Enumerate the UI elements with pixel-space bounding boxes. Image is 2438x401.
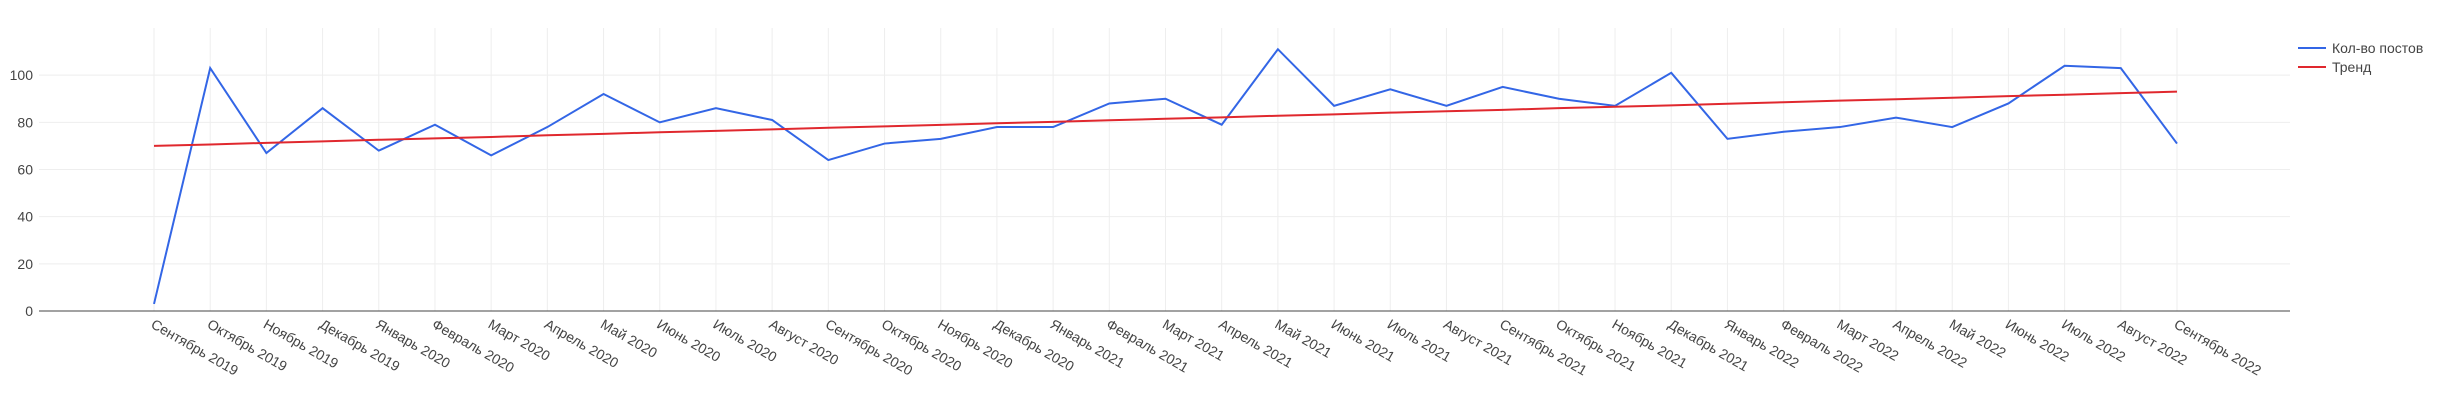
y-tick-label: 60 — [17, 162, 33, 178]
y-tick-label: 40 — [17, 209, 33, 225]
y-tick-label: 100 — [10, 67, 34, 83]
series-line — [153, 90, 2178, 147]
y-tick-label: 0 — [25, 303, 33, 319]
legend-label: Тренд — [2332, 59, 2371, 75]
y-tick-label: 80 — [17, 114, 33, 130]
series-line — [153, 47, 2178, 305]
x-tick-label: Сентябрь 2022 — [2172, 316, 2265, 379]
legend-label: Кол-во постов — [2332, 40, 2423, 56]
y-tick-label: 20 — [17, 256, 33, 272]
